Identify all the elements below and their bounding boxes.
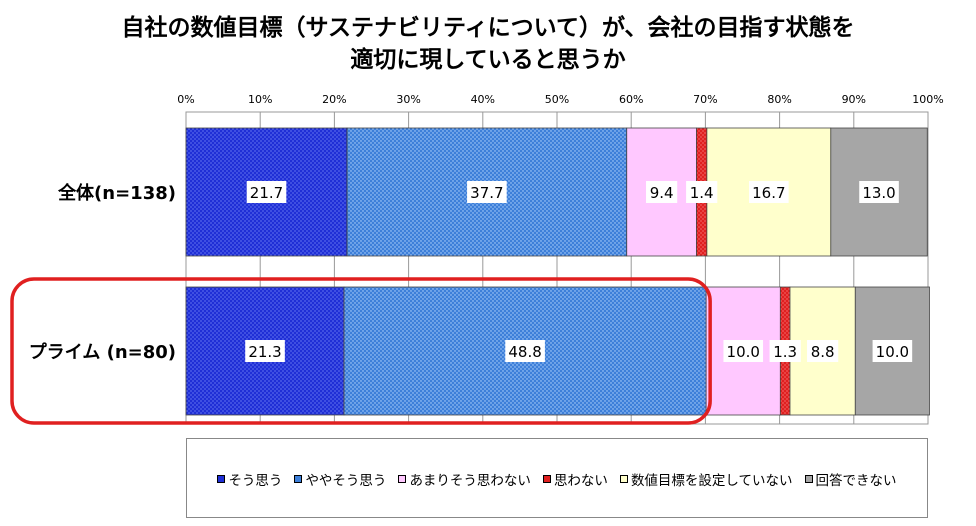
x-tick-label: 90% [842, 93, 866, 106]
data-label-bg [646, 181, 678, 203]
legend-label: そう思う [228, 473, 283, 489]
legend-item: そう思う [217, 469, 282, 489]
x-tick-label: 20% [322, 93, 346, 106]
data-label-bg [245, 340, 285, 362]
legend-swatch [398, 475, 407, 483]
legend-swatch [619, 475, 628, 483]
data-label: 37.7 [470, 184, 503, 202]
chart-title-line1: 自社の数値目標（サステナビリティについて）が、会社の目指す状態を [121, 15, 855, 41]
legend-item: ややそう思う [294, 469, 386, 489]
highlight-box [10, 277, 712, 425]
data-label: 8.8 [811, 343, 835, 361]
legend-label: 数値目標を設定していない [630, 473, 793, 489]
legend-swatch [542, 475, 551, 483]
data-label: 21.3 [248, 343, 281, 361]
legend-swatch [217, 475, 226, 483]
data-labels: 21.7 37.7 9.4 1.4 16.7 13.0 21.3 48.8 10.0 1.3 8.8… [245, 181, 913, 362]
data-label-bg [467, 181, 507, 203]
category-label: プライム (n=80) [29, 341, 176, 363]
legend-item: あまりそう思わない [398, 469, 531, 489]
data-label: 21.7 [250, 184, 283, 202]
data-label-bg [505, 340, 545, 362]
data-label-bg [723, 340, 764, 362]
legend-swatch [294, 475, 303, 483]
data-label: 1.3 [773, 343, 797, 361]
data-label: 10.0 [876, 343, 909, 361]
x-tick-label: 70% [693, 93, 717, 106]
data-label-bg [686, 181, 718, 203]
legend-row: そう思う ややそう思う あまりそう思わない 思わない 数値目標を設定していない 回答できな… [187, 469, 927, 489]
x-axis-ticks: 0% 10% 20% 30% 40% 50% 60% 70% 80% 90% 100% [177, 93, 943, 106]
category-label: 全体(n=138) [57, 182, 176, 204]
legend-item: 思わない [542, 469, 608, 489]
data-label-bg [872, 340, 913, 362]
legend-label: ややそう思う [305, 473, 387, 489]
data-label-bg [769, 340, 801, 362]
x-tick-label: 10% [248, 93, 272, 106]
x-tick-label: 60% [619, 93, 643, 106]
legend-label: 思わない [553, 473, 608, 489]
x-tick-label: 30% [396, 93, 420, 106]
x-tick-label: 100% [912, 93, 943, 106]
data-label: 48.8 [508, 343, 541, 361]
x-tick-label: 50% [545, 93, 569, 106]
legend: そう思う ややそう思う あまりそう思わない 思わない 数値目標を設定していない 回答できな… [186, 438, 928, 518]
legend-swatch [804, 475, 813, 483]
data-label-bg [246, 181, 287, 203]
x-tick-label: 0% [177, 93, 194, 106]
legend-item: 数値目標を設定していない [619, 469, 793, 489]
data-label: 1.4 [690, 184, 714, 202]
chart-title-line2: 適切に現していると思うか [350, 47, 626, 73]
data-label-bg [749, 181, 789, 203]
data-label: 16.7 [752, 184, 785, 202]
data-label-bg [807, 340, 839, 362]
bars [185, 127, 930, 416]
category-labels: 全体(n=138) プライム (n=80) [29, 182, 176, 363]
data-label-bg [859, 181, 899, 203]
data-label: 9.4 [650, 184, 674, 202]
data-label: 13.0 [862, 184, 895, 202]
legend-label: あまりそう思わない [409, 473, 531, 489]
x-tick-label: 40% [471, 93, 495, 106]
data-label: 10.0 [727, 343, 760, 361]
legend-label: 回答できない [815, 473, 897, 489]
highlight-rectangle [10, 277, 712, 425]
legend-item: 回答できない [804, 469, 897, 489]
x-tick-label: 80% [767, 93, 791, 106]
